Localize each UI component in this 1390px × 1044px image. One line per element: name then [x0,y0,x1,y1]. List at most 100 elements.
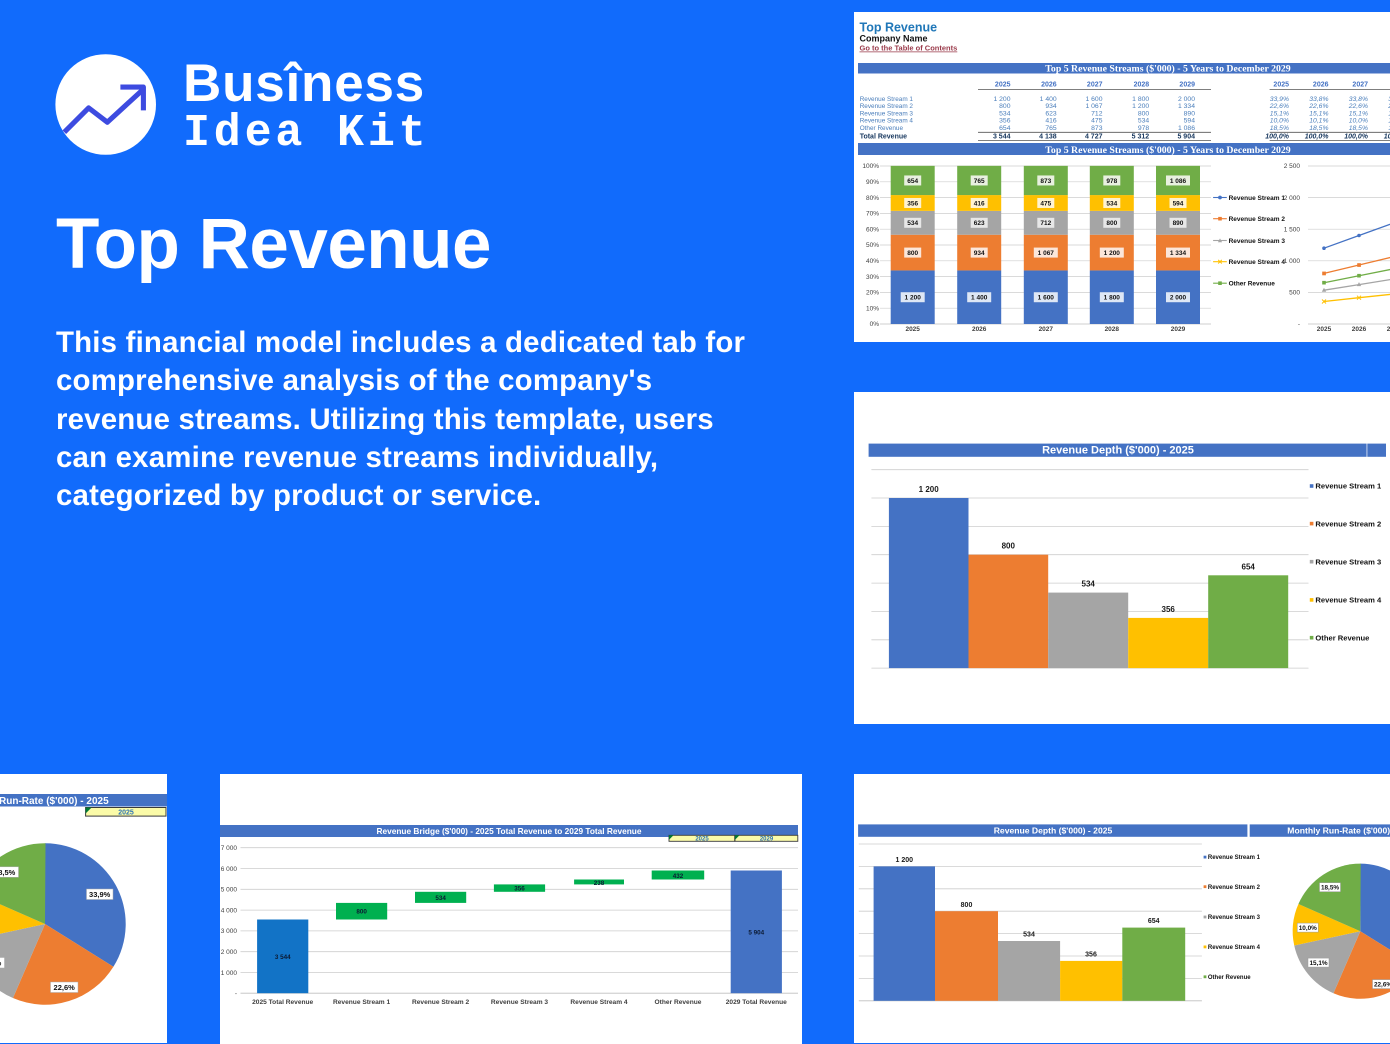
svg-text:1 600: 1 600 [1085,96,1102,103]
svg-text:800: 800 [356,908,367,915]
svg-text:416: 416 [974,200,985,207]
svg-text:22,6%: 22,6% [1269,103,1289,110]
svg-text:22,6%: 22,6% [1348,103,1368,110]
svg-text:Revenue Stream 4: Revenue Stream 4 [1229,259,1286,266]
svg-text:2025: 2025 [1273,82,1289,89]
svg-text:934: 934 [974,250,985,257]
svg-text:Other Revenue: Other Revenue [860,125,904,132]
svg-text:2025: 2025 [1317,326,1332,333]
svg-text:2026: 2026 [972,326,987,333]
svg-text:100,0%: 100,0% [1344,134,1369,141]
svg-text:Top Revenue: Top Revenue [860,21,938,35]
svg-text:Run-Rate ($'000) - 2025: Run-Rate ($'000) - 2025 [0,796,109,807]
svg-text:1 800: 1 800 [1104,295,1121,302]
svg-text:20%: 20% [866,290,879,297]
svg-text:Revenue Stream 3: Revenue Stream 3 [1229,238,1286,245]
svg-text:934: 934 [1045,103,1057,110]
svg-text:2 500: 2 500 [1284,163,1301,170]
svg-text:30%: 30% [866,274,879,281]
svg-text:2027: 2027 [1039,326,1054,333]
svg-text:Other Revenue: Other Revenue [1229,281,1276,288]
svg-text:Revenue Stream 1: Revenue Stream 1 [860,96,914,103]
svg-text:534: 534 [1106,200,1117,207]
svg-text:33,8%: 33,8% [1349,96,1368,103]
svg-text:2026: 2026 [1041,82,1057,89]
svg-text:1 200: 1 200 [896,857,914,864]
svg-text:Revenue Stream 3: Revenue Stream 3 [1315,557,1381,566]
svg-text:10%: 10% [866,305,879,312]
svg-text:765: 765 [1045,125,1057,132]
svg-text:2026: 2026 [1352,326,1367,333]
svg-text:Other Revenue: Other Revenue [1315,633,1369,642]
svg-text:1 400: 1 400 [1040,96,1057,103]
svg-text:978: 978 [1138,125,1150,132]
svg-text:534: 534 [907,220,918,227]
svg-text:1 000: 1 000 [221,969,238,976]
svg-text:33,9%: 33,9% [1270,96,1289,103]
svg-text:Revenue Stream 3: Revenue Stream 3 [860,110,914,117]
svg-text:800: 800 [999,103,1011,110]
svg-text:2 000: 2 000 [1178,96,1195,103]
svg-text:712: 712 [1091,110,1103,117]
svg-text:2027: 2027 [1352,82,1368,89]
svg-text:33,9%: 33,9% [89,890,111,899]
svg-text:1 334: 1 334 [1170,250,1187,257]
svg-text:654: 654 [1148,918,1160,925]
svg-text:890: 890 [1173,220,1184,227]
svg-text:Revenue Stream 4: Revenue Stream 4 [570,999,628,1006]
svg-text:18,5%: 18,5% [1321,885,1339,892]
svg-text:Revenue Stream 2: Revenue Stream 2 [860,103,914,110]
svg-text:873: 873 [1040,178,1051,185]
svg-text:1 086: 1 086 [1178,125,1195,132]
svg-text:Revenue Stream 4: Revenue Stream 4 [1315,596,1382,605]
svg-text:100%: 100% [862,163,879,170]
svg-text:800: 800 [907,250,918,257]
svg-text:356: 356 [1085,952,1097,959]
svg-text:534: 534 [435,894,446,901]
svg-text:5 904: 5 904 [1177,134,1195,141]
svg-text:2025 Total Revenue: 2025 Total Revenue [252,999,313,1006]
svg-text:978: 978 [1106,178,1117,185]
svg-text:10,0%: 10,0% [1270,118,1289,125]
svg-text:2029: 2029 [1179,82,1195,89]
svg-text:Top 5 Revenue Streams ($'000): Top 5 Revenue Streams ($'000) - 5 Years … [1045,64,1291,75]
svg-text:5 312: 5 312 [1132,134,1150,141]
svg-text:Revenue Stream 1: Revenue Stream 1 [1229,195,1286,202]
svg-text:238: 238 [594,879,605,886]
svg-text:416: 416 [1045,118,1057,125]
svg-text:Top 5 Revenue Streams ($'000): Top 5 Revenue Streams ($'000) - 5 Years … [1045,145,1291,156]
svg-text:2 000: 2 000 [1170,295,1187,302]
svg-text:2025: 2025 [905,326,920,333]
svg-text:2 000: 2 000 [1284,195,1301,202]
svg-text:2025: 2025 [118,810,134,817]
svg-text:Revenue Stream 4: Revenue Stream 4 [860,118,914,125]
svg-text:3 000: 3 000 [221,928,238,935]
svg-text:40%: 40% [866,258,879,265]
svg-text:356: 356 [514,885,525,892]
svg-text:4 000: 4 000 [221,907,238,914]
svg-text:5 904: 5 904 [748,929,764,936]
svg-text:15,1%: 15,1% [1309,110,1328,117]
svg-text:Revenue Stream 3: Revenue Stream 3 [491,999,549,1006]
svg-text:7 000: 7 000 [221,845,238,852]
svg-text:890: 890 [1184,110,1196,117]
svg-text:765: 765 [974,178,985,185]
svg-text:534: 534 [999,110,1011,117]
svg-text:475: 475 [1040,200,1051,207]
svg-text:Monthly Run-Rate ($'000) - 202: Monthly Run-Rate ($'000) - 2025 [1287,826,1390,836]
svg-text:Revenue Stream 1: Revenue Stream 1 [1208,855,1261,861]
svg-text:2029 Total Revenue: 2029 Total Revenue [726,999,787,1006]
svg-text:15,1%: 15,1% [1309,960,1327,967]
svg-text:10,0%: 10,0% [1299,925,1317,932]
svg-text:50%: 50% [866,242,879,249]
svg-text:654: 654 [999,125,1011,132]
svg-text:356: 356 [907,200,918,207]
svg-text:-: - [235,990,237,997]
svg-text:356: 356 [999,118,1011,125]
svg-text:1 000: 1 000 [1284,258,1301,265]
svg-text:100,0%: 100,0% [1265,134,1290,141]
svg-text:Revenue Stream 2: Revenue Stream 2 [1229,216,1286,223]
svg-text:18,5%: 18,5% [1270,125,1289,132]
svg-text:623: 623 [974,220,985,227]
svg-text:22,6%: 22,6% [1308,103,1328,110]
